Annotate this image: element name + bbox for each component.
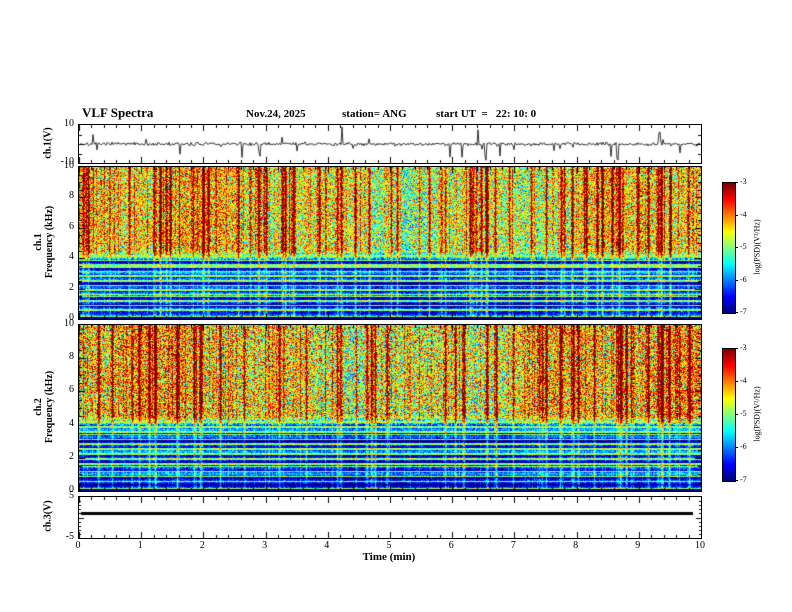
ch1-spec-y-tick-label: 8 [69, 190, 74, 202]
colorbar-tick-label: -5 [740, 409, 747, 418]
x-tick-label: 8 [573, 540, 579, 551]
ch2-spectrogram-canvas [79, 325, 701, 491]
ch1-spec-y-tick-label: 4 [69, 251, 74, 263]
colorbar-tick [735, 414, 738, 415]
ch1-frequency-text: Frequency (kHz) [44, 205, 55, 279]
ch2-channel-text: ch.2 [33, 398, 44, 416]
header-date: Nov.24, 2025 [246, 108, 306, 120]
colorbar-tick-label: -3 [740, 177, 747, 186]
x-tick-label: 9 [635, 540, 641, 551]
colorbar-tick-label: -7 [740, 475, 747, 484]
ch2-spec-y-tick-label: 10 [64, 318, 74, 329]
header-station: station= ANG [342, 108, 407, 120]
time-axis-label: Time (min) [362, 551, 416, 563]
colorbar-tick-label: -4 [740, 209, 747, 219]
ch1-wave-y-tick-label: 10 [64, 118, 74, 129]
ch2-colorbar-canvas [723, 349, 735, 481]
colorbar-tick [735, 182, 738, 183]
ch2-frequency-axis-label: ch.2 Frequency (kHz) [33, 371, 55, 443]
x-tick-label: 5 [386, 540, 392, 551]
x-tick-label: 0 [75, 540, 81, 551]
ch3-waveform-canvas [79, 497, 701, 538]
ch1-frequency-axis-label: ch.1 Frequency (kHz) [33, 206, 55, 278]
ch1-wave-y-tick-label: -10 [60, 156, 74, 167]
header-start-ut: start UT = 22: 10: 0 [436, 108, 537, 120]
figure-title: VLF Spectra [82, 105, 154, 120]
ch1-voltage-axis-label: ch.1(V) [42, 127, 54, 159]
ch3-waveform-panel [78, 496, 702, 539]
ch2-colorbar [722, 348, 736, 482]
ch2-spec-y-tick-label: 4 [69, 417, 74, 429]
ch2-frequency-text: Frequency (kHz) [44, 370, 55, 444]
ch1-waveform-canvas [79, 125, 701, 163]
ch2-spec-y-tick-label: 6 [69, 384, 74, 396]
colorbar-tick-label: -6 [740, 274, 747, 284]
x-tick-label: 1 [137, 540, 143, 551]
colorbar-tick [735, 447, 738, 448]
colorbar-tick-label: -7 [740, 307, 747, 316]
colorbar-tick [735, 247, 738, 248]
ch2-spectrogram-panel [78, 324, 702, 492]
ch1-spectrogram-canvas [79, 167, 701, 319]
ch1-colorbar [722, 182, 736, 314]
ch1-channel-text: ch.1 [33, 233, 44, 251]
ch2-spec-y-tick-label: 8 [69, 351, 74, 363]
colorbar-tick-label: -6 [740, 442, 747, 451]
colorbar-tick [735, 381, 738, 382]
x-tick-label: 3 [262, 540, 268, 551]
ch1-colorbar-canvas [723, 183, 735, 313]
ch3-voltage-axis-label: ch.3(V) [42, 500, 54, 532]
colorbar-tick-label: -3 [740, 343, 747, 352]
ch3-wave-y-tick-label: 5 [69, 490, 74, 501]
ch3-wave-y-tick-label: -5 [65, 531, 74, 542]
x-tick-label: 10 [695, 540, 705, 551]
colorbar-tick-label: -4 [740, 376, 747, 385]
ch1-spec-y-tick-label: 2 [69, 281, 74, 293]
colorbar-tick [735, 215, 738, 216]
colorbar-tick [735, 280, 738, 281]
colorbar-tick-label: -5 [740, 242, 747, 251]
x-tick-label: 6 [448, 540, 454, 551]
ch2-spec-y-tick-label: 2 [69, 450, 74, 462]
x-tick-label: 4 [324, 540, 330, 551]
ch1-spectrogram-panel [78, 166, 702, 320]
colorbar-tick [735, 312, 738, 313]
x-tick-label: 7 [510, 540, 516, 551]
colorbar-tick [735, 480, 738, 481]
ch1-spec-y-tick-label: 10 [64, 160, 74, 171]
x-tick-label: 2 [199, 540, 205, 551]
ch1-spec-y-tick-label: 6 [69, 220, 74, 232]
ch1-spec-y-tick-label: 0 [69, 312, 74, 323]
ch2-spec-y-tick-label: 0 [69, 484, 74, 495]
colorbar-tick [735, 348, 738, 349]
ch1-waveform-panel [78, 124, 702, 164]
